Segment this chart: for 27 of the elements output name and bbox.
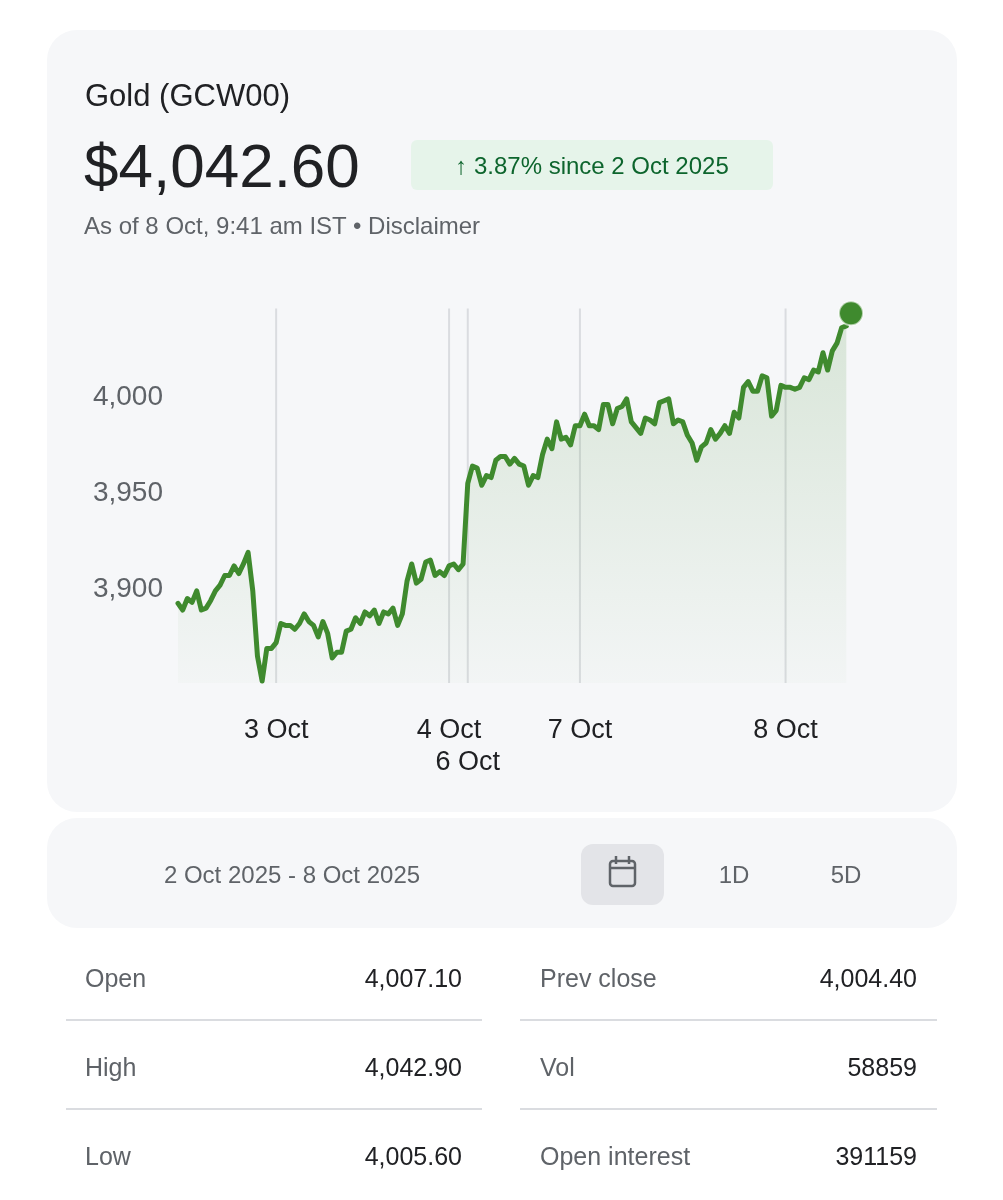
- text: 4,005.60: [364, 1142, 462, 1170]
- x-tick-label: 8 Oct: [753, 714, 819, 744]
- chart-subtitle: $4,042.60: [84, 131, 360, 200]
- text: As of 8 Oct, 9:41 am IST • Disclaimer: [84, 212, 481, 239]
- text: 4,007.10: [364, 964, 462, 992]
- text: Low: [85, 1142, 132, 1170]
- text: Open interest: [540, 1142, 691, 1170]
- text: Vol: [540, 1053, 575, 1081]
- text: 391159: [835, 1142, 917, 1170]
- x-tick-label: 4 Oct: [416, 714, 482, 744]
- text: Prev close: [540, 964, 657, 992]
- text: 2 Oct 2025 - 8 Oct 2025: [163, 861, 421, 888]
- y-tick-label: 4,000: [92, 379, 163, 411]
- x-tick-label: 3 Oct: [243, 714, 309, 744]
- text: 5D: [830, 861, 862, 888]
- text: ↑ 3.87% since 2 Oct 2025: [455, 152, 729, 179]
- chart-title: Gold (GCW00): [85, 78, 290, 113]
- text: 1D: [718, 861, 750, 888]
- text: Open: [85, 964, 147, 992]
- y-tick-label: 3,900: [92, 571, 163, 603]
- x-tick-label: 7 Oct: [547, 714, 613, 744]
- x-tick-label: 6 Oct: [435, 746, 501, 776]
- text: 4,004.40: [819, 964, 917, 992]
- text: 58859: [847, 1053, 917, 1081]
- text: 4,042.90: [364, 1053, 462, 1081]
- text: High: [85, 1053, 137, 1081]
- y-tick-label: 3,950: [92, 475, 163, 507]
